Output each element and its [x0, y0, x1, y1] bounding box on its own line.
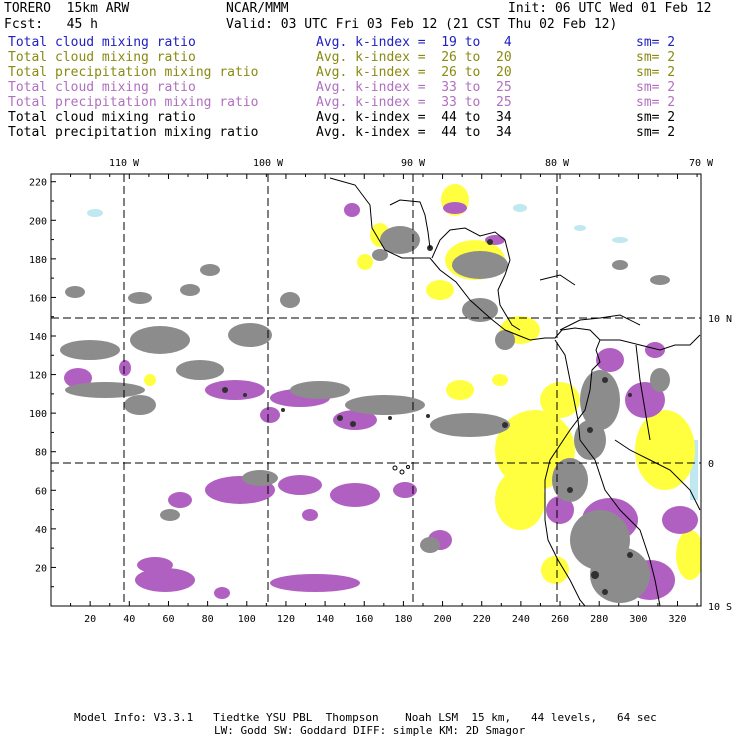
lon-label: 90 W [401, 158, 426, 169]
x-tick-label: 20 [84, 614, 96, 625]
lat-lon-grid [51, 174, 701, 606]
legend-field: Total precipitation mixing ratio [8, 125, 259, 140]
legend-field: Total cloud mixing ratio [8, 110, 196, 125]
y-tick-label: 200 [29, 216, 47, 227]
y-tick-label: 40 [35, 525, 47, 536]
footer-physics-info: LW: Godd SW: Goddard DIFF: simple KM: 2D… [214, 724, 526, 737]
axis-tick-labels: 20 40 60 80 100 120 140 160 180 200 220 240 260 280 30… [29, 158, 732, 625]
x-tick-label: 40 [123, 614, 135, 625]
x-tick-label: 220 [473, 614, 491, 625]
model-title: TORERO 15km ARW [4, 1, 130, 16]
y-tick-label: 140 [29, 332, 47, 343]
x-tick-label: 80 [202, 614, 214, 625]
y-tick-label: 60 [35, 486, 47, 497]
legend-sm: sm= 2 [636, 125, 676, 140]
x-tick-label: 100 [238, 614, 256, 625]
legend-kindex: Avg. k-index = 26 to 20 [316, 65, 512, 80]
legend-field: Total precipitation mixing ratio [8, 95, 259, 110]
y-tick-label: 100 [29, 409, 47, 420]
legend-sm: sm= 2 [636, 35, 676, 50]
map-fields [51, 174, 701, 606]
x-tick-label: 320 [668, 614, 686, 625]
init-time: Init: 06 UTC Wed 01 Feb 12 [508, 1, 712, 16]
x-tick-label: 120 [277, 614, 295, 625]
x-tick-label: 140 [316, 614, 334, 625]
legend-kindex: Avg. k-index = 19 to 4 [316, 35, 512, 50]
legend-kindex: Avg. k-index = 33 to 25 [316, 95, 512, 110]
x-tick-label: 60 [162, 614, 174, 625]
legend-sm: sm= 2 [636, 80, 676, 95]
legend-field: Total cloud mixing ratio [8, 35, 196, 50]
legend-field: Total cloud mixing ratio [8, 80, 196, 95]
center-title: NCAR/MMM [226, 1, 289, 16]
y-tick-label: 160 [29, 293, 47, 304]
legend-kindex: Avg. k-index = 26 to 20 [316, 50, 512, 65]
coastlines [329, 177, 701, 606]
legend-kindex: Avg. k-index = 33 to 25 [316, 80, 512, 95]
legend-kindex: Avg. k-index = 44 to 34 [316, 110, 512, 125]
legend-field: Total precipitation mixing ratio [8, 65, 259, 80]
x-tick-label: 200 [434, 614, 452, 625]
y-tick-label: 220 [29, 178, 47, 189]
legend-sm: sm= 2 [636, 95, 676, 110]
legend-field: Total cloud mixing ratio [8, 50, 196, 65]
y-tick-label: 20 [35, 563, 47, 574]
x-tick-label: 160 [355, 614, 373, 625]
x-tick-label: 260 [551, 614, 569, 625]
valid-time: Valid: 03 UTC Fri 03 Feb 12 (21 CST Thu … [226, 17, 618, 32]
map-frame [50, 173, 702, 607]
lon-label: 80 W [545, 158, 570, 169]
lat-label: 10 S [708, 602, 732, 613]
legend-kindex: Avg. k-index = 44 to 34 [316, 125, 512, 140]
x-tick-label: 180 [394, 614, 412, 625]
lon-label: 70 W [689, 158, 714, 169]
x-tick-label: 300 [629, 614, 647, 625]
lon-label: 100 W [253, 158, 284, 169]
footer-model-info: Model Info: V3.3.1 Tiedtke YSU PBL Thomp… [74, 711, 657, 724]
precip-cloud-shading [60, 184, 701, 603]
legend-sm: sm= 2 [636, 110, 676, 125]
lat-label: 0 [708, 459, 714, 470]
x-tick-label: 240 [512, 614, 530, 625]
axis-ticks [51, 174, 698, 606]
lon-label: 110 W [109, 158, 140, 169]
y-tick-label: 120 [29, 371, 47, 382]
x-tick-label: 280 [590, 614, 608, 625]
lat-label: 10 N [708, 314, 732, 325]
y-tick-label: 180 [29, 255, 47, 266]
legend-sm: sm= 2 [636, 50, 676, 65]
legend-sm: sm= 2 [636, 65, 676, 80]
forecast-hour: Fcst: 45 h [4, 17, 98, 32]
y-tick-label: 80 [35, 448, 47, 459]
